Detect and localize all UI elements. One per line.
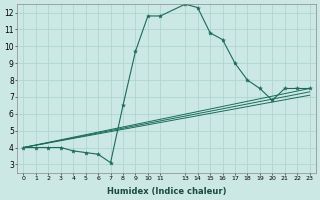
X-axis label: Humidex (Indice chaleur): Humidex (Indice chaleur) bbox=[107, 187, 226, 196]
